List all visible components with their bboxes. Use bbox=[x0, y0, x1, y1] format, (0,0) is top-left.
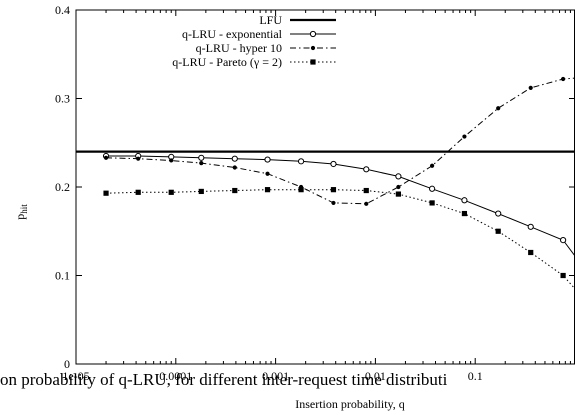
series-point bbox=[462, 134, 467, 139]
series-point bbox=[364, 201, 369, 206]
series-line bbox=[105, 77, 575, 205]
legend-marker-sample bbox=[309, 30, 317, 38]
series-point bbox=[560, 237, 567, 244]
series-point bbox=[232, 165, 237, 170]
series-line bbox=[105, 189, 575, 290]
x-tick-label: 0.0001 bbox=[159, 369, 192, 383]
series-point bbox=[330, 160, 337, 168]
series-1 bbox=[102, 152, 575, 257]
x-tick-label: 0.01 bbox=[365, 369, 386, 383]
series-point bbox=[495, 228, 501, 234]
legend-marker-sample bbox=[310, 59, 316, 65]
y-tick-label: 0.3 bbox=[55, 92, 70, 106]
series-point bbox=[528, 249, 534, 256]
series-point bbox=[135, 189, 141, 195]
series-point bbox=[331, 200, 336, 206]
series-point bbox=[264, 156, 271, 163]
series-point bbox=[265, 171, 270, 176]
x-axis-label: Insertion probability, q bbox=[295, 397, 405, 411]
series-point bbox=[461, 210, 468, 217]
series-point bbox=[528, 85, 533, 90]
y-axis-ticks: 0 0.1 0.2 0.3 0.4 bbox=[55, 3, 575, 371]
series-point bbox=[429, 185, 436, 192]
series-point bbox=[496, 106, 501, 111]
series-point bbox=[395, 191, 401, 197]
y-tick-label: 0.1 bbox=[55, 269, 70, 283]
legend-label: q-LRU - Pareto (γ = 2) bbox=[172, 55, 282, 69]
series-point bbox=[103, 190, 109, 196]
series-point bbox=[395, 173, 402, 180]
series-point bbox=[297, 158, 305, 165]
series-point bbox=[527, 223, 534, 230]
legend-label: LFU bbox=[259, 13, 282, 27]
legend-label: q-LRU - exponential bbox=[182, 27, 283, 41]
series-point bbox=[169, 158, 174, 163]
series-point bbox=[560, 272, 566, 279]
y-tick-label: 0.4 bbox=[55, 3, 70, 17]
series-point bbox=[298, 187, 304, 193]
x-axis-ticks: 1e-05 0.0001 0.001 0.01 0.1 bbox=[62, 10, 571, 383]
series-line bbox=[106, 155, 575, 257]
series-point bbox=[198, 188, 204, 195]
series-point bbox=[561, 76, 566, 82]
series-point bbox=[429, 200, 435, 206]
series-point bbox=[430, 163, 435, 168]
series-point bbox=[232, 187, 238, 194]
x-tick-label: 0.1 bbox=[468, 369, 483, 383]
series-layer bbox=[76, 76, 575, 290]
legend-label: q-LRU - hyper 10 bbox=[196, 41, 282, 55]
series-point bbox=[198, 154, 205, 161]
series-point bbox=[461, 197, 468, 204]
y-axis-label-subscript: hit bbox=[19, 204, 29, 214]
series-3 bbox=[103, 187, 575, 290]
series-point bbox=[264, 187, 271, 193]
legend-marker-sample bbox=[310, 45, 316, 51]
plot-frame bbox=[75, 9, 575, 365]
x-tick-label: 1e-05 bbox=[62, 369, 89, 383]
series-point bbox=[363, 166, 370, 173]
x-tick-label: 0.001 bbox=[262, 369, 289, 383]
series-2 bbox=[103, 76, 575, 206]
series-point bbox=[363, 187, 369, 194]
series-point bbox=[396, 184, 401, 190]
series-point bbox=[103, 155, 109, 160]
series-point bbox=[168, 189, 174, 195]
series-point bbox=[199, 161, 204, 166]
axes bbox=[75, 9, 575, 365]
series-point bbox=[330, 187, 337, 193]
series-point bbox=[231, 155, 238, 162]
y-axis-label-main: p bbox=[13, 214, 27, 220]
caption-overlay: on probability of q-LRU, for different i… bbox=[0, 370, 448, 389]
y-axis-label: phit bbox=[13, 204, 29, 220]
series-point bbox=[495, 210, 502, 217]
series-point bbox=[136, 156, 141, 161]
y-tick-label-zero: 0 bbox=[64, 357, 70, 371]
y-tick-label: 0.2 bbox=[55, 180, 70, 194]
